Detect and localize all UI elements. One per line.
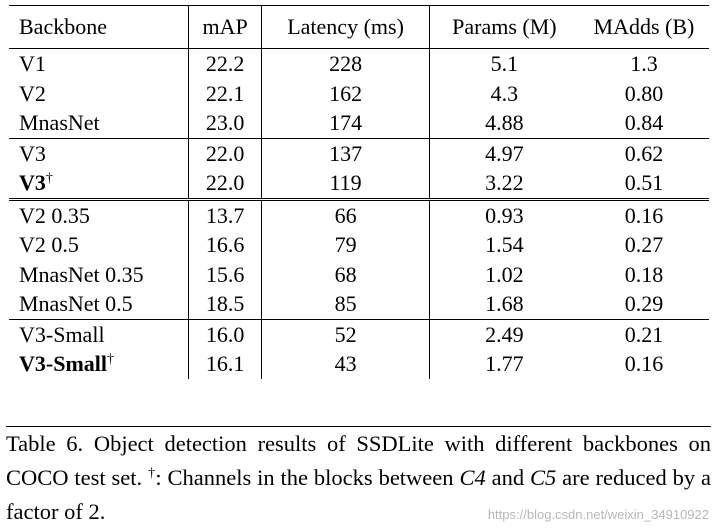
backbone-name: V1 bbox=[19, 51, 46, 76]
caption-dagger: † bbox=[148, 466, 156, 481]
cell-backbone: MnasNet bbox=[9, 108, 189, 138]
cell-backbone: V3† bbox=[9, 168, 189, 199]
cell-latency: 119 bbox=[261, 168, 430, 199]
cell-map: 22.2 bbox=[188, 48, 262, 79]
cell-madds: 0.29 bbox=[624, 291, 664, 316]
cell-latency: 85 bbox=[261, 289, 430, 319]
cell-map: 13.7 bbox=[188, 197, 262, 230]
backbone-name: V3-Small bbox=[19, 351, 107, 376]
caption-text-2: : Channels in the blocks between bbox=[155, 465, 460, 490]
cell-madds: 0.27 bbox=[624, 232, 664, 257]
results-table-container: Backbone mAP Latency (ms) Params (M) MAd… bbox=[9, 5, 709, 379]
header-latency: Latency (ms) bbox=[261, 5, 430, 49]
caption-text-3: and bbox=[485, 465, 530, 490]
table-caption: Table 6. Object detection results of SSD… bbox=[6, 426, 711, 529]
table-body: V1 22.2 228 5.1 1.3 V2 22.1 162 4.3 0.80 MnasNet 23… bbox=[9, 48, 709, 379]
cell-params: 1.02 bbox=[428, 259, 579, 289]
cell-params: 2.49 bbox=[428, 318, 579, 349]
dagger-mark: † bbox=[107, 352, 114, 367]
cell-map: 22.0 bbox=[188, 168, 262, 199]
cell-latency: 228 bbox=[261, 48, 430, 79]
cell-backbone: V2 0.5 bbox=[9, 230, 189, 260]
header-madds: MAdds (B) bbox=[578, 5, 709, 49]
backbone-name: MnasNet bbox=[19, 110, 100, 135]
cell-backbone: V2 bbox=[9, 79, 189, 109]
cell-map: 15.6 bbox=[188, 259, 262, 289]
cell-latency: 174 bbox=[261, 108, 430, 138]
cell-params: 1.77 bbox=[428, 349, 579, 379]
cell-latency: 68 bbox=[261, 259, 430, 289]
cell-params: 1.68 bbox=[428, 289, 579, 319]
dagger-mark: † bbox=[45, 171, 53, 186]
table-row: V3 22.0 137 4.97 0.62 bbox=[9, 137, 709, 168]
cell-madds: 0.62 bbox=[578, 137, 709, 168]
cell-latency: 79 bbox=[261, 230, 430, 260]
table-row: V1 22.2 228 5.1 1.3 bbox=[9, 48, 709, 79]
table-row: V3-Small 16.0 52 2.49 0.21 bbox=[9, 318, 709, 349]
cell-madds: 0.80 bbox=[624, 80, 664, 106]
cell-map: 16.6 bbox=[188, 230, 262, 260]
cell-params: 5.1 bbox=[428, 48, 579, 79]
cell-params: 1.54 bbox=[428, 230, 579, 260]
table-row: V3† 22.0 119 3.22 0.51 bbox=[9, 168, 709, 199]
table-row: MnasNet 0.35 15.6 68 1.02 0.18 bbox=[9, 259, 709, 290]
cell-madds: 1.3 bbox=[578, 48, 709, 79]
table-row: V2 22.1 162 4.3 0.80 bbox=[9, 78, 709, 109]
cell-map: 22.1 bbox=[188, 78, 262, 108]
table-row: V3-Small† 16.1 43 1.77 0.16 bbox=[9, 349, 709, 379]
backbone-name: V3 bbox=[19, 140, 46, 166]
backbone-name: V2 0.5 bbox=[19, 232, 79, 257]
cell-backbone: MnasNet 0.5 bbox=[9, 289, 189, 319]
table-row: V2 0.5 16.6 79 1.54 0.27 bbox=[9, 230, 709, 260]
cell-madds: 0.21 bbox=[578, 318, 709, 349]
cell-map: 18.5 bbox=[188, 289, 262, 319]
backbone-name: V3 bbox=[19, 170, 46, 195]
cell-latency: 66 bbox=[261, 197, 430, 230]
cell-params: 3.22 bbox=[428, 168, 579, 199]
cell-map: 16.0 bbox=[188, 318, 262, 349]
cell-backbone: V2 0.35 bbox=[9, 197, 189, 230]
cell-madds: 0.51 bbox=[624, 170, 664, 195]
cell-params: 0.93 bbox=[428, 197, 579, 230]
table-row: V2 0.35 13.7 66 0.93 0.16 bbox=[9, 197, 709, 230]
cell-map: 22.0 bbox=[188, 137, 262, 168]
cell-params: 4.97 bbox=[428, 137, 579, 168]
table-header-row: Backbone mAP Latency (ms) Params (M) MAd… bbox=[9, 5, 709, 49]
backbone-name: MnasNet 0.5 bbox=[19, 291, 133, 316]
watermark: https://blog.csdn.net/weixin_34910922 bbox=[487, 507, 709, 522]
cell-map: 23.0 bbox=[188, 108, 262, 138]
backbone-name: V3-Small bbox=[19, 321, 105, 347]
cell-backbone: MnasNet 0.35 bbox=[9, 260, 189, 290]
cell-backbone: V3-Small† bbox=[9, 349, 189, 379]
caption-text-4: are reduced by a factor of 2. bbox=[6, 465, 712, 524]
results-table: Backbone mAP Latency (ms) Params (M) MAd… bbox=[9, 5, 709, 379]
table-row: MnasNet 0.5 18.5 85 1.68 0.29 bbox=[9, 289, 709, 319]
cell-map: 16.1 bbox=[188, 349, 262, 379]
backbone-name: MnasNet 0.35 bbox=[19, 261, 144, 287]
header-params: Params (M) bbox=[428, 5, 579, 49]
caption-c5: C5 bbox=[530, 465, 557, 490]
cell-madds: 0.18 bbox=[624, 261, 664, 287]
cell-latency: 52 bbox=[261, 318, 430, 349]
cell-madds: 0.16 bbox=[578, 197, 709, 230]
cell-latency: 162 bbox=[261, 78, 430, 108]
cell-params: 4.3 bbox=[428, 78, 579, 108]
cell-backbone: V3-Small bbox=[9, 318, 189, 349]
header-map: mAP bbox=[188, 5, 262, 49]
cell-madds: 0.16 bbox=[624, 351, 664, 376]
caption-text-1: Table 6. Object detection results of SSD… bbox=[6, 431, 711, 490]
cell-latency: 137 bbox=[261, 137, 430, 168]
table-row: MnasNet 23.0 174 4.88 0.84 bbox=[9, 108, 709, 138]
caption-c4: C4 bbox=[459, 465, 486, 490]
backbone-name: V2 bbox=[19, 80, 46, 106]
cell-backbone: V3 bbox=[9, 137, 189, 168]
cell-backbone: V1 bbox=[9, 48, 189, 79]
cell-latency: 43 bbox=[261, 349, 430, 379]
cell-params: 4.88 bbox=[428, 108, 579, 138]
backbone-name: V2 0.35 bbox=[19, 202, 90, 228]
header-backbone: Backbone bbox=[9, 5, 189, 49]
cell-madds: 0.84 bbox=[624, 110, 664, 135]
